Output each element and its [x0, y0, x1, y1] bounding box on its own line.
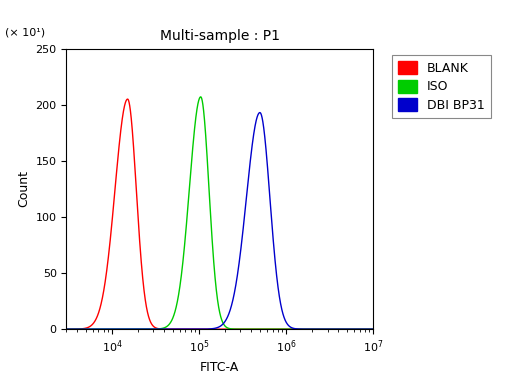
Legend: BLANK, ISO, DBI BP31: BLANK, ISO, DBI BP31	[391, 55, 491, 118]
X-axis label: FITC-A: FITC-A	[200, 361, 239, 374]
Title: Multi-sample : P1: Multi-sample : P1	[160, 29, 280, 43]
Text: (× 10¹): (× 10¹)	[5, 27, 45, 37]
Y-axis label: Count: Count	[17, 171, 30, 207]
